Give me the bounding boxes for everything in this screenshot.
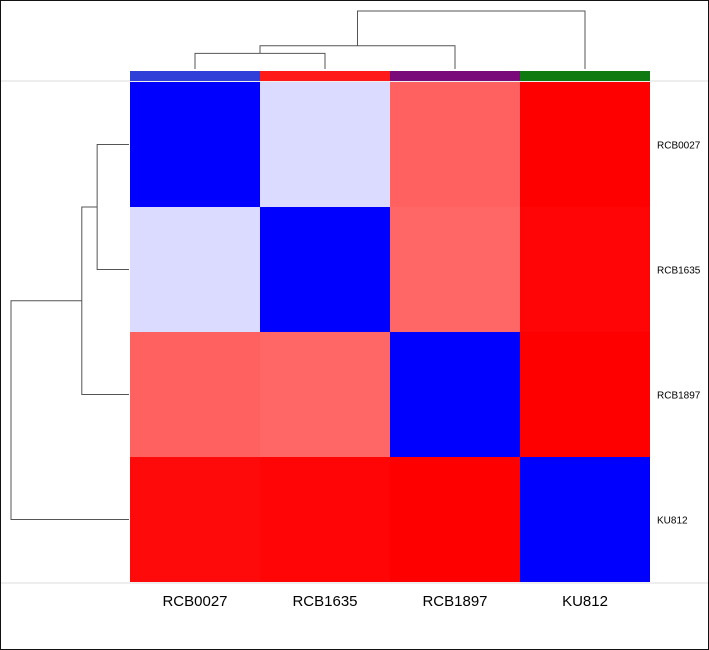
row-dendrogram-branch-1 <box>96 144 129 270</box>
col-dendrogram-branch-2 <box>259 45 456 69</box>
annotation-RCB0027 <box>130 71 260 81</box>
annotation-RCB1897 <box>390 71 520 81</box>
heatmap-cell-RCB0027-RCB1897 <box>390 82 520 207</box>
column-label-RCB1635: RCB1635 <box>292 593 357 610</box>
heatmap-cell-RCB1635-KU812 <box>520 207 650 332</box>
column-labels: RCB0027 RCB1635 RCB1897 KU812 <box>162 593 607 610</box>
row-dendrogram <box>10 144 129 520</box>
heatmap-cell-RCB1635-RCB1635 <box>260 207 390 332</box>
row-label-RCB1897: RCB1897 <box>657 391 701 402</box>
heatmap-cell-RCB1897-RCB1635 <box>260 332 390 457</box>
col-dendrogram-branch-3 <box>357 10 586 69</box>
heatmap-cell-RCB0027-RCB1635 <box>260 82 390 207</box>
column-label-RCB1897: RCB1897 <box>422 593 487 610</box>
row-label-KU812: KU812 <box>657 516 688 527</box>
annotation-KU812 <box>520 71 650 81</box>
heatmap-cell-RCB1635-RCB0027 <box>130 207 260 332</box>
column-dendrogram <box>194 10 586 69</box>
heatmap-cell-RCB0027-RCB0027 <box>130 82 260 207</box>
heatmap-cell-KU812-RCB0027 <box>130 457 260 582</box>
row-label-RCB0027: RCB0027 <box>657 141 701 152</box>
column-annotation-bar <box>130 71 650 81</box>
heatmap-cell-RCB1897-RCB1897 <box>390 332 520 457</box>
heatmap-cell-RCB1897-KU812 <box>520 332 650 457</box>
heatmap-cells <box>130 82 650 582</box>
row-label-RCB1635: RCB1635 <box>657 266 701 277</box>
annotation-RCB1635 <box>260 71 390 81</box>
heatmap-cell-RCB0027-KU812 <box>520 82 650 207</box>
row-dendrogram-branch-3 <box>10 300 129 520</box>
heatmap-cell-KU812-RCB1897 <box>390 457 520 582</box>
row-labels: RCB0027 RCB1635 RCB1897 KU812 <box>657 141 701 527</box>
row-dendrogram-branch-2 <box>81 206 129 395</box>
heatmap-cell-RCB1897-RCB0027 <box>130 332 260 457</box>
column-label-RCB0027: RCB0027 <box>162 593 227 610</box>
heatmap-cell-KU812-KU812 <box>520 457 650 582</box>
heatmap-cell-KU812-RCB1635 <box>260 457 390 582</box>
column-label-KU812: KU812 <box>562 593 608 610</box>
col-dendrogram-branch-1 <box>194 52 326 69</box>
heatmap-cell-RCB1635-RCB1897 <box>390 207 520 332</box>
